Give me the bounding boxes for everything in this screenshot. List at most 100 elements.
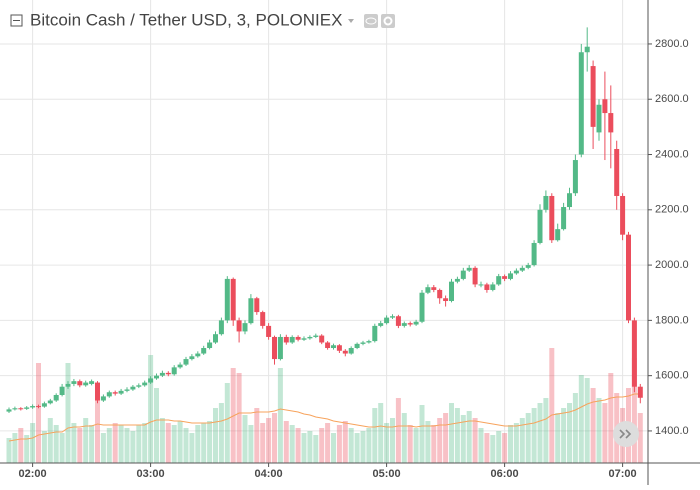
volume-bar [224,383,230,463]
candle-body [83,382,89,386]
volume-bar [236,373,242,463]
candle-body [301,338,307,340]
candle-body [30,406,36,408]
candle-body [366,341,372,343]
volume-bar [77,428,83,463]
candle-body [289,336,295,343]
candle-body [578,52,584,155]
candle-body [277,336,283,360]
candle-body [89,381,95,384]
volume-bar [590,388,596,463]
volume-bar [484,433,490,463]
candle-body [242,323,248,332]
volume-bar [283,421,289,463]
volume-bar [478,428,484,463]
volume-bar [301,433,307,463]
volume-bar [395,398,401,463]
candle-body [561,207,567,230]
candle-body [177,364,183,368]
candle-body [47,400,53,404]
candle-body [549,195,555,241]
candle-body [313,335,319,337]
volume-bar [502,433,508,463]
candle-body [12,408,18,410]
candle-body [590,66,596,127]
volume-bar [165,423,171,463]
candle-body [567,193,572,208]
candle-body [336,345,342,351]
volume-bar [413,428,419,463]
volume-ma-line [8,393,641,442]
volume-bar [537,403,543,463]
volume-bar [372,408,378,463]
candle-body [484,284,490,290]
volume-bar [454,408,460,463]
candle-body [319,335,325,343]
volume-bar [437,418,443,463]
volume-bar [207,421,213,463]
volume-bar [106,428,112,463]
volume-bar [602,403,608,463]
volume-bar [142,423,148,463]
eye-button[interactable] [364,14,378,28]
volume-bar [319,428,325,463]
eye-icon [365,17,377,25]
scroll-button[interactable] [613,421,639,447]
candle-body [555,229,561,241]
volume-bar [596,398,602,463]
candle-body [24,407,30,409]
volume-bar [154,388,159,463]
y-tick-label: 2800.0 [655,38,689,50]
volume-layer [6,348,643,463]
candle-body [295,336,301,340]
candle-body [218,320,224,335]
candle-body [626,234,631,321]
candle-body [454,278,460,282]
volume-bar [472,418,478,463]
candle-body [525,265,531,268]
volume-bar [30,423,36,463]
candle-body [266,325,272,337]
candle-body [584,46,590,53]
candle-body [425,287,431,293]
x-tick-label: 05:00 [373,468,401,480]
candle-body [602,99,608,114]
volume-bar [384,423,390,463]
candle-body [531,242,537,266]
volume-bar [555,413,561,463]
volume-bar [24,435,30,463]
volume-bar [425,421,431,463]
x-tick-label: 04:00 [255,468,283,480]
volume-bar [89,425,95,463]
volume-bar [18,428,24,463]
candle-body [100,396,106,401]
y-tick-label: 2200.0 [655,204,689,216]
candle-body [230,278,236,321]
scroll-icon [619,429,632,439]
dropdown-arrow[interactable] [348,19,354,23]
volume-bar [47,418,53,463]
volume-bar [543,398,549,463]
volume-bar [6,438,12,463]
volume-bar [401,413,407,463]
volume-bar [460,415,466,463]
volume-bar [83,418,89,463]
volume-bar [71,423,77,463]
volume-bar [295,428,301,463]
volume-bar [443,413,449,463]
candle-body [65,383,71,387]
y-tick-label: 2400.0 [655,148,689,160]
candle-body [53,395,59,401]
candle-body [354,343,360,349]
settings-button[interactable] [381,14,395,28]
volume-bar [289,425,295,463]
volume-bar [637,413,643,463]
candle-body [384,317,390,324]
candle-body [260,312,266,326]
candle-body [543,195,549,210]
volume-bar [572,393,578,463]
candle-body [537,209,543,243]
candle-body [142,382,148,386]
candle-body [112,392,118,394]
candle-body [189,356,195,360]
